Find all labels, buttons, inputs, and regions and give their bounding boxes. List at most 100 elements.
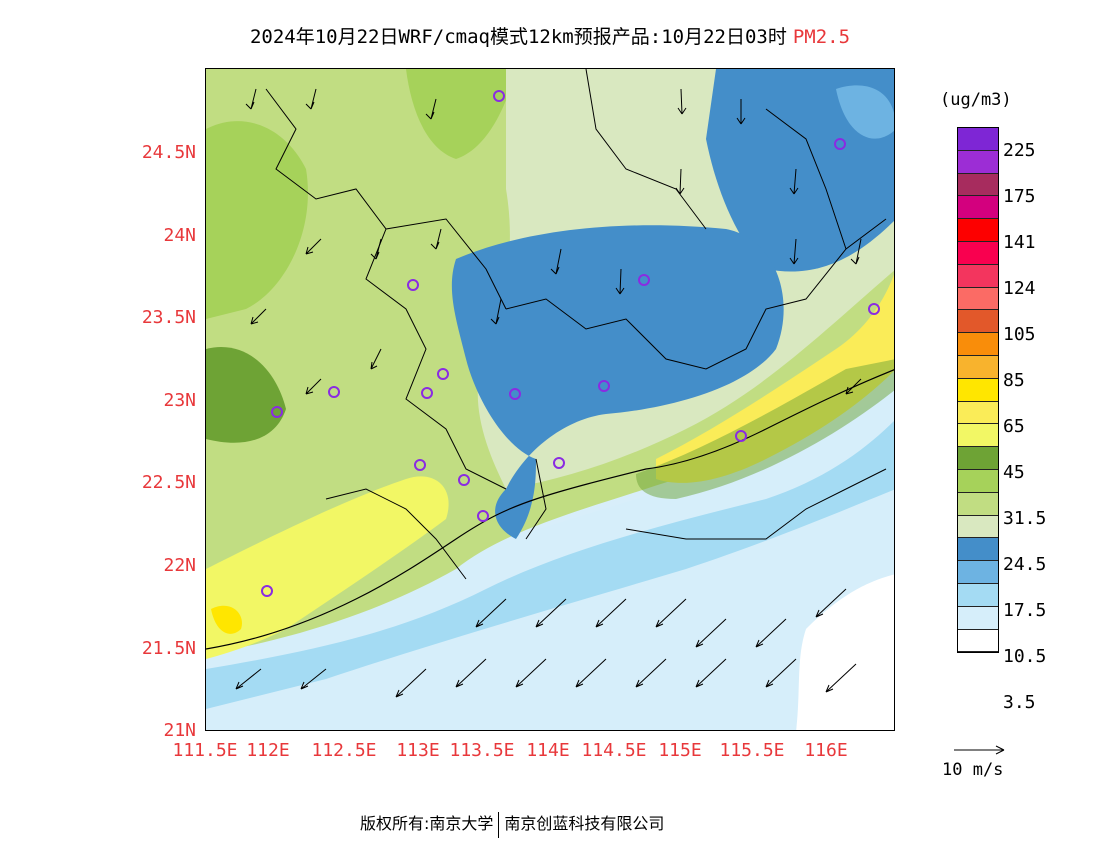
wind-arrow — [575, 658, 607, 688]
legend-swatch — [958, 606, 998, 630]
wind-arrow — [300, 668, 327, 690]
wind-arrow — [675, 168, 685, 195]
legend-swatch — [958, 355, 998, 379]
lon-label: 115E — [658, 740, 702, 761]
legend-swatch — [958, 128, 998, 151]
legend-unit: (ug/m3) — [940, 90, 1012, 110]
lon-label: 114E — [526, 740, 570, 761]
wind-arrow — [455, 658, 487, 688]
wind-arrow — [695, 658, 727, 688]
legend-tick: 10.5 — [1003, 646, 1047, 667]
wind-scale-arrow — [954, 745, 1005, 755]
legend-swatch — [958, 378, 998, 402]
legend-tick: 17.5 — [1003, 600, 1047, 621]
wind-scale-label: 10 m/s — [942, 760, 1004, 780]
yellow-band-east — [656, 274, 894, 483]
city-marker — [261, 585, 273, 597]
title-text: 2024年10月22日WRF/cmaq模式12km预报产品:10月22日03时 — [249, 26, 787, 48]
legend-swatch — [958, 629, 998, 653]
legend-swatch — [958, 424, 998, 448]
legend-swatch — [958, 538, 998, 562]
land-green-west2 — [206, 121, 308, 319]
wind-arrow — [850, 238, 862, 265]
legend-tick: 3.5 — [1003, 692, 1036, 713]
city-marker — [414, 459, 426, 471]
wind-arrow — [305, 88, 317, 110]
wind-arrow — [425, 98, 437, 120]
legend-tick: 225 — [1003, 140, 1036, 161]
lat-label: 22N — [163, 555, 196, 576]
legend-tick: 124 — [1003, 278, 1036, 299]
legend-swatch — [958, 447, 998, 470]
city-marker — [458, 474, 470, 486]
city-marker — [493, 90, 505, 102]
legend-swatch — [958, 333, 998, 356]
copyright: 版权所有:南京大学 南京创蓝科技有限公司 — [360, 810, 664, 838]
wind-arrow — [430, 228, 442, 250]
legend-tick: 175 — [1003, 186, 1036, 207]
wind-arrow — [395, 668, 427, 698]
legend-tick: 31.5 — [1003, 508, 1047, 529]
province-boundaries — [265, 69, 887, 580]
wind-arrow — [789, 168, 799, 195]
wind-arrow — [235, 668, 262, 690]
yellow-band-west — [206, 476, 449, 659]
legend-swatch — [958, 401, 998, 425]
wind-arrow — [845, 378, 862, 395]
wind-arrow — [677, 88, 687, 115]
chart-title: 2024年10月22日WRF/cmaq模式12km预报产品:10月22日03时 P… — [0, 22, 1100, 49]
legend-swatch — [958, 196, 998, 220]
lon-label: 111.5E — [172, 740, 238, 761]
wind-arrow — [370, 348, 382, 370]
wind-arrow — [765, 658, 797, 688]
blue-core-north — [706, 69, 894, 272]
copyright-right: 南京创蓝科技有限公司 — [504, 814, 665, 833]
wind-arrow — [305, 238, 322, 255]
coastline — [206, 369, 894, 650]
land-darkgreen-west — [206, 347, 286, 443]
wind-arrow — [550, 248, 562, 275]
legend-swatch — [958, 583, 998, 607]
city-marker — [868, 303, 880, 315]
wind-arrow — [695, 618, 727, 648]
sea-band-white — [796, 574, 894, 730]
city-marker — [638, 274, 650, 286]
lat-label: 22.5N — [141, 472, 196, 493]
city-marker — [328, 386, 340, 398]
city-marker — [437, 368, 449, 380]
wind-arrow — [635, 658, 667, 688]
wind-arrow — [515, 658, 547, 688]
city-marker — [598, 380, 610, 392]
wind-arrow — [815, 588, 847, 618]
legend-tick: 24.5 — [1003, 554, 1047, 575]
city-markers — [261, 90, 880, 597]
lon-label: 114.5E — [581, 740, 647, 761]
legend-tick: 45 — [1003, 462, 1025, 483]
wind-arrow — [245, 88, 257, 110]
map-canvas — [206, 69, 894, 730]
legend-swatch — [958, 264, 998, 288]
lon-label: 113.5E — [449, 740, 515, 761]
wind-arrow — [615, 268, 625, 295]
wind-arrow — [736, 99, 746, 125]
blue-core-ne — [836, 85, 894, 139]
wind-arrow — [595, 598, 627, 628]
legend-swatch — [958, 287, 998, 311]
wind-arrow — [370, 238, 382, 260]
wind-arrow — [305, 378, 322, 395]
legend-tick: 105 — [1003, 324, 1036, 345]
lon-label: 112E — [246, 740, 290, 761]
city-marker — [271, 406, 283, 418]
sea-band-mid — [206, 420, 894, 709]
lat-label: 23.5N — [141, 307, 196, 328]
lon-label: 113E — [396, 740, 440, 761]
lat-label: 24.5N — [141, 142, 196, 163]
legend-swatch — [958, 219, 998, 242]
land-green-north — [406, 69, 516, 159]
legend-swatch — [958, 469, 998, 493]
blue-core-center — [451, 225, 784, 539]
pollutant-label: PM2.5 — [792, 26, 851, 48]
yellow-spot-west — [211, 605, 242, 634]
wind-arrows — [235, 88, 862, 698]
city-marker — [553, 457, 565, 469]
